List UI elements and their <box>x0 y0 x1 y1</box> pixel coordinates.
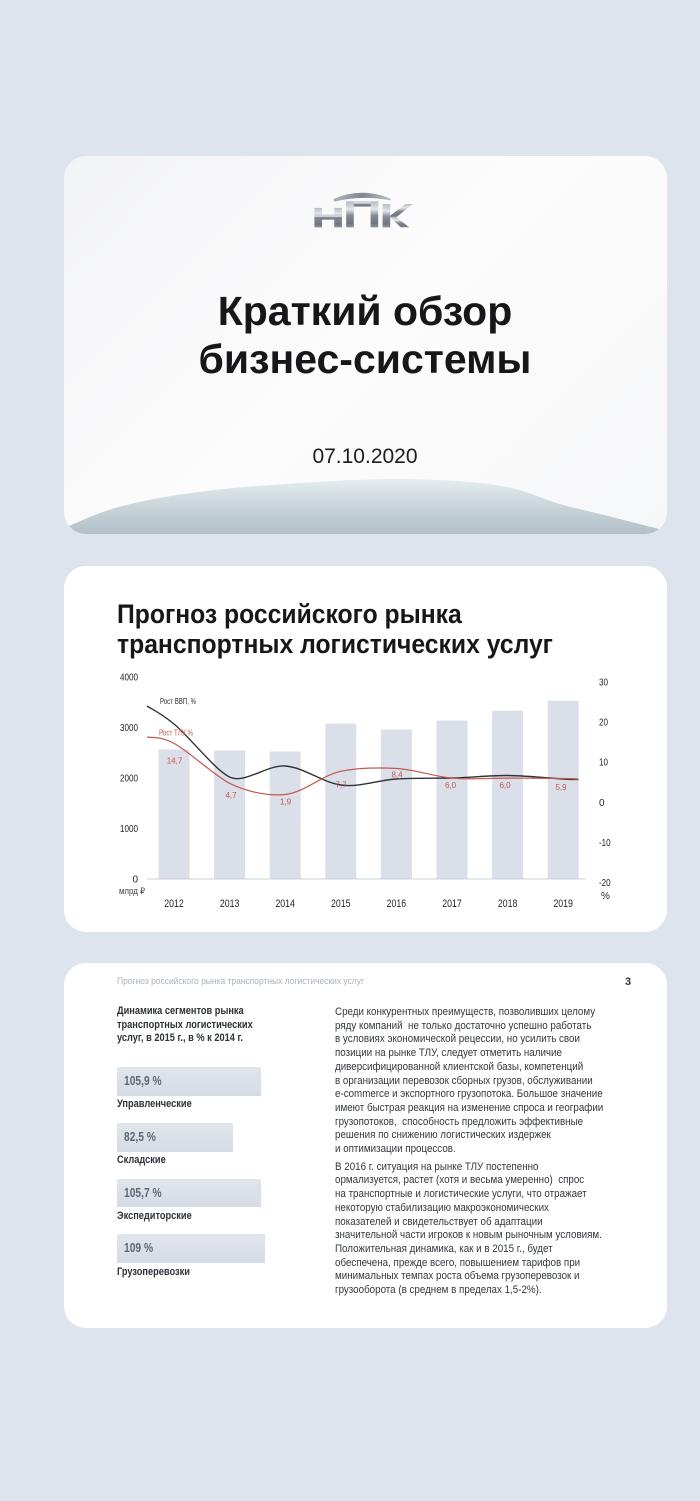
svg-text:2015: 2015 <box>331 898 351 910</box>
svg-text:Рост ВВП, %: Рост ВВП, % <box>160 697 196 706</box>
svg-text:1000: 1000 <box>120 824 138 835</box>
svg-text:14,7: 14,7 <box>167 757 183 766</box>
svg-text:2013: 2013 <box>220 898 240 910</box>
svg-text:%: % <box>601 891 610 902</box>
svg-text:20: 20 <box>599 718 608 729</box>
svg-text:30: 30 <box>599 678 608 689</box>
svg-text:-10: -10 <box>599 838 611 849</box>
svg-text:2018: 2018 <box>498 898 517 910</box>
svg-text:2000: 2000 <box>120 774 138 785</box>
svg-text:1,9: 1,9 <box>280 798 292 807</box>
svg-text:0: 0 <box>599 798 605 809</box>
svg-text:3000: 3000 <box>120 723 138 734</box>
svg-text:10: 10 <box>599 758 608 769</box>
svg-text:2016: 2016 <box>387 898 407 910</box>
svg-text:2019: 2019 <box>553 898 573 910</box>
svg-text:-20: -20 <box>599 878 611 889</box>
svg-text:0: 0 <box>132 875 138 886</box>
svg-text:6,0: 6,0 <box>499 781 511 790</box>
svg-text:млрд ₽: млрд ₽ <box>119 886 145 896</box>
svg-text:2012: 2012 <box>164 898 184 910</box>
svg-text:2017: 2017 <box>442 898 462 910</box>
svg-text:Рост ТЛУ %: Рост ТЛУ % <box>159 729 193 738</box>
svg-text:8,4: 8,4 <box>391 771 403 780</box>
svg-text:4000: 4000 <box>120 673 138 684</box>
svg-text:5,9: 5,9 <box>555 783 567 792</box>
svg-text:6,0: 6,0 <box>445 781 457 790</box>
svg-text:7,7: 7,7 <box>335 781 347 790</box>
svg-text:4,7: 4,7 <box>225 791 237 800</box>
svg-text:2014: 2014 <box>275 898 295 910</box>
